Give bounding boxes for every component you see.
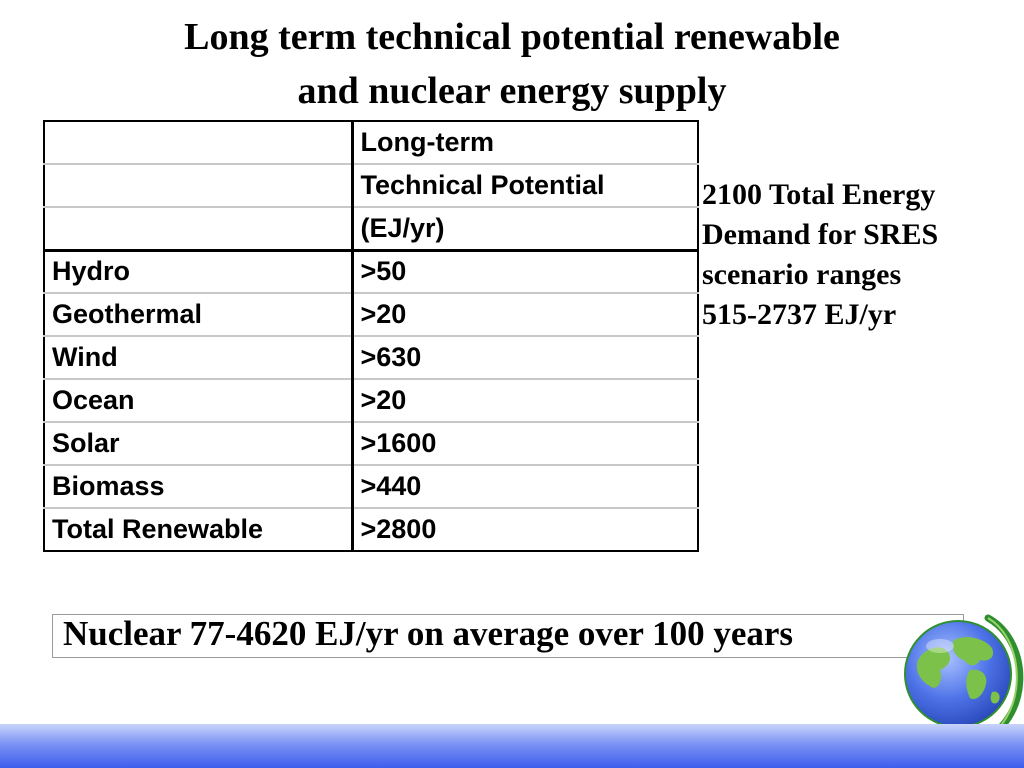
energy-source-cell: Geothermal xyxy=(43,292,354,337)
potential-value-cell: >2800 xyxy=(351,507,699,552)
table-row: Biomass >440 xyxy=(43,464,699,509)
nuclear-note-text: Nuclear 77-4620 EJ/yr on average over 10… xyxy=(63,614,794,653)
demand-note: 2100 Total Energy Demand for SRES scenar… xyxy=(702,175,1022,335)
table-row: Solar >1600 xyxy=(43,421,699,466)
table-row: Hydro >50 xyxy=(43,248,699,294)
potential-value-cell: >20 xyxy=(351,378,699,423)
title-line-1: Long term technical potential renewable xyxy=(184,16,840,58)
potential-value-cell: >20 xyxy=(351,292,699,337)
demand-note-line: 515-2737 EJ/yr xyxy=(702,298,897,331)
table-header-empty-cell xyxy=(43,163,354,208)
demand-note-line: scenario ranges xyxy=(702,258,902,291)
energy-source-cell: Ocean xyxy=(43,378,354,423)
energy-source-cell: Total Renewable xyxy=(43,507,354,552)
footer-bar xyxy=(0,724,1024,768)
potential-value-cell: >440 xyxy=(351,464,699,509)
potential-value-cell: >630 xyxy=(351,335,699,380)
slide-title: Long term technical potential renewable … xyxy=(0,10,1024,118)
table-header-empty-cell xyxy=(43,120,354,165)
nuclear-note-box: Nuclear 77-4620 EJ/yr on average over 10… xyxy=(52,614,964,658)
energy-source-cell: Hydro xyxy=(43,248,354,294)
demand-note-line: Demand for SRES xyxy=(702,218,939,251)
potential-value-cell: >50 xyxy=(351,248,699,294)
table-header-cell: Long-term xyxy=(351,120,699,165)
table-header-empty-cell xyxy=(43,206,354,251)
table-header-row: (EJ/yr) xyxy=(43,206,699,251)
energy-source-cell: Wind xyxy=(43,335,354,380)
title-line-2: and nuclear energy supply xyxy=(297,70,727,112)
table-header-row: Long-term xyxy=(43,120,699,165)
table-header-row: Technical Potential xyxy=(43,163,699,208)
table-header-cell: (EJ/yr) xyxy=(351,206,699,251)
demand-note-line: 2100 Total Energy xyxy=(702,178,936,211)
energy-source-cell: Biomass xyxy=(43,464,354,509)
table-row: Ocean >20 xyxy=(43,378,699,423)
potential-table: Long-term Technical Potential (EJ/yr) Hy… xyxy=(43,120,699,552)
table-header-cell: Technical Potential xyxy=(351,163,699,208)
table-row: Wind >630 xyxy=(43,335,699,380)
potential-value-cell: >1600 xyxy=(351,421,699,466)
table-row-total: Total Renewable >2800 xyxy=(43,507,699,552)
energy-source-cell: Solar xyxy=(43,421,354,466)
table-row: Geothermal >20 xyxy=(43,292,699,337)
